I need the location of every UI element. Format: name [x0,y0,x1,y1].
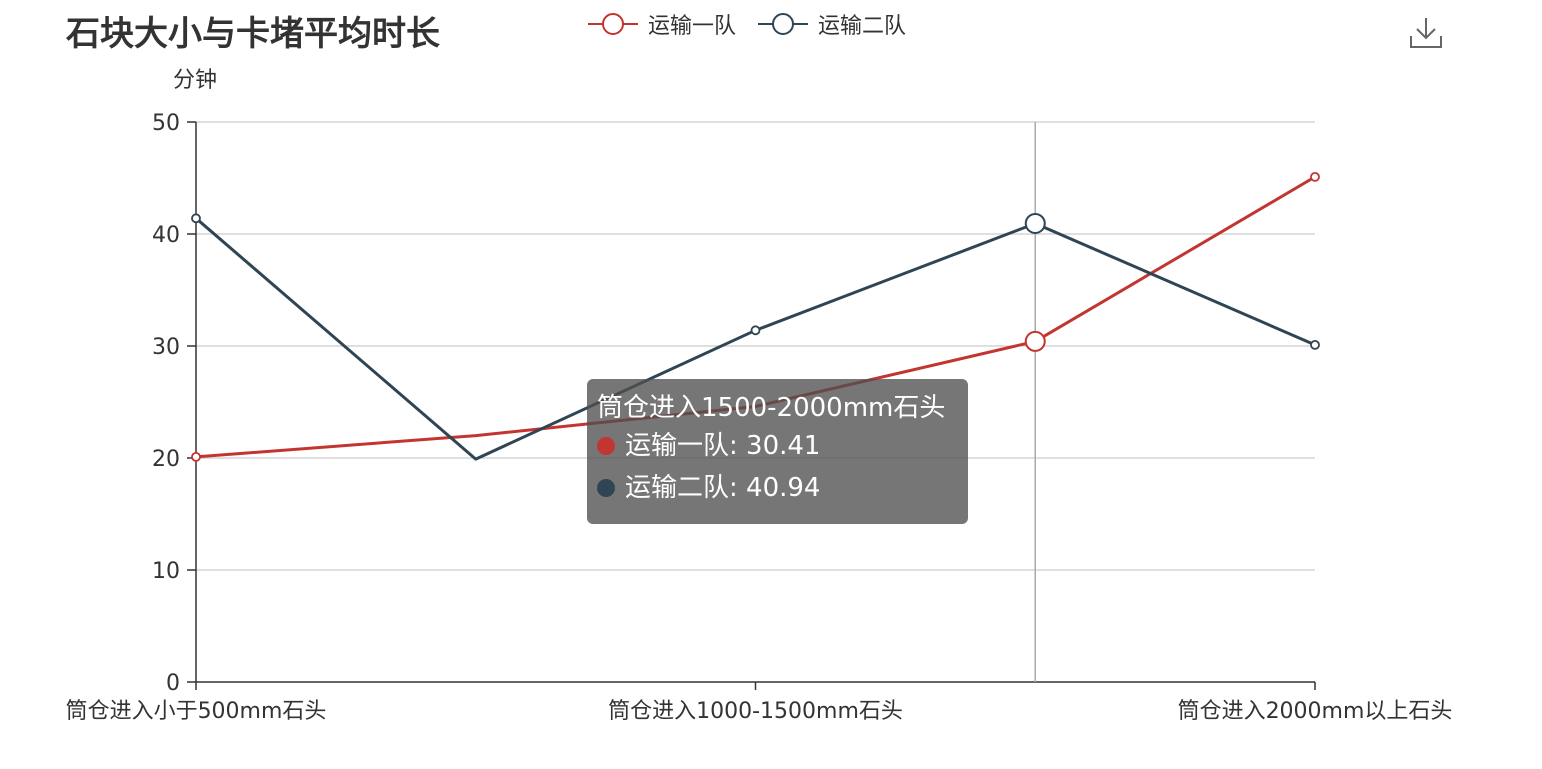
tooltip: 筒仓进入1500-2000mm石头 运输一队: 30.41 运输二队: 40.9… [587,379,968,524]
y-tick-label: 50 [152,111,180,136]
data-point [1310,339,1320,350]
y-tick-label: 0 [166,671,180,696]
data-point [1310,171,1320,182]
x-tick-label: 筒仓进入1000-1500mm石头 [608,699,903,724]
data-point [750,325,761,336]
y-tick-label: 20 [152,447,180,472]
legend-line-circle-icon [588,13,638,35]
tooltip-row-series-1: 运输一队: 30.41 [597,425,958,467]
y-tick-label: 30 [152,335,180,360]
legend-label-series-2: 运输二队 [818,14,907,39]
legend-item-series-2[interactable]: 运输二队 [758,8,906,40]
data-point-highlighted [1024,212,1046,234]
legend-item-series-1[interactable]: 运输一队 [588,8,736,40]
y-tick-label: 10 [152,559,180,584]
legend: 运输一队 运输二队 [588,8,928,40]
x-tick-label: 筒仓进入2000mm以上石头 [1178,699,1453,724]
axes: 0 10 20 30 40 50 筒仓进入小于500mm石头 筒仓进入1000-1500mm石… [66,111,1453,724]
y-axis-label: 分钟 [173,68,217,93]
tooltip-marker-1 [597,437,615,455]
x-tick-label: 筒仓进入小于500mm石头 [66,699,327,724]
data-point [191,451,201,462]
tooltip-title: 筒仓进入1500-2000mm石头 [597,393,946,423]
chart-title: 石块大小与卡堵平均时长 [66,14,440,54]
tooltip-marker-2 [597,479,615,497]
legend-label-series-1: 运输一队 [648,14,737,39]
y-tick-label: 40 [152,223,180,248]
data-point [191,213,201,224]
legend-line-circle-icon [758,13,809,35]
data-point-highlighted [1024,330,1046,352]
tooltip-value-1: 运输一队: 30.41 [625,431,821,461]
download-icon[interactable] [1408,14,1444,50]
tooltip-row-series-2: 运输二队: 40.94 [597,467,958,509]
tooltip-value-2: 运输二队: 40.94 [625,473,821,503]
